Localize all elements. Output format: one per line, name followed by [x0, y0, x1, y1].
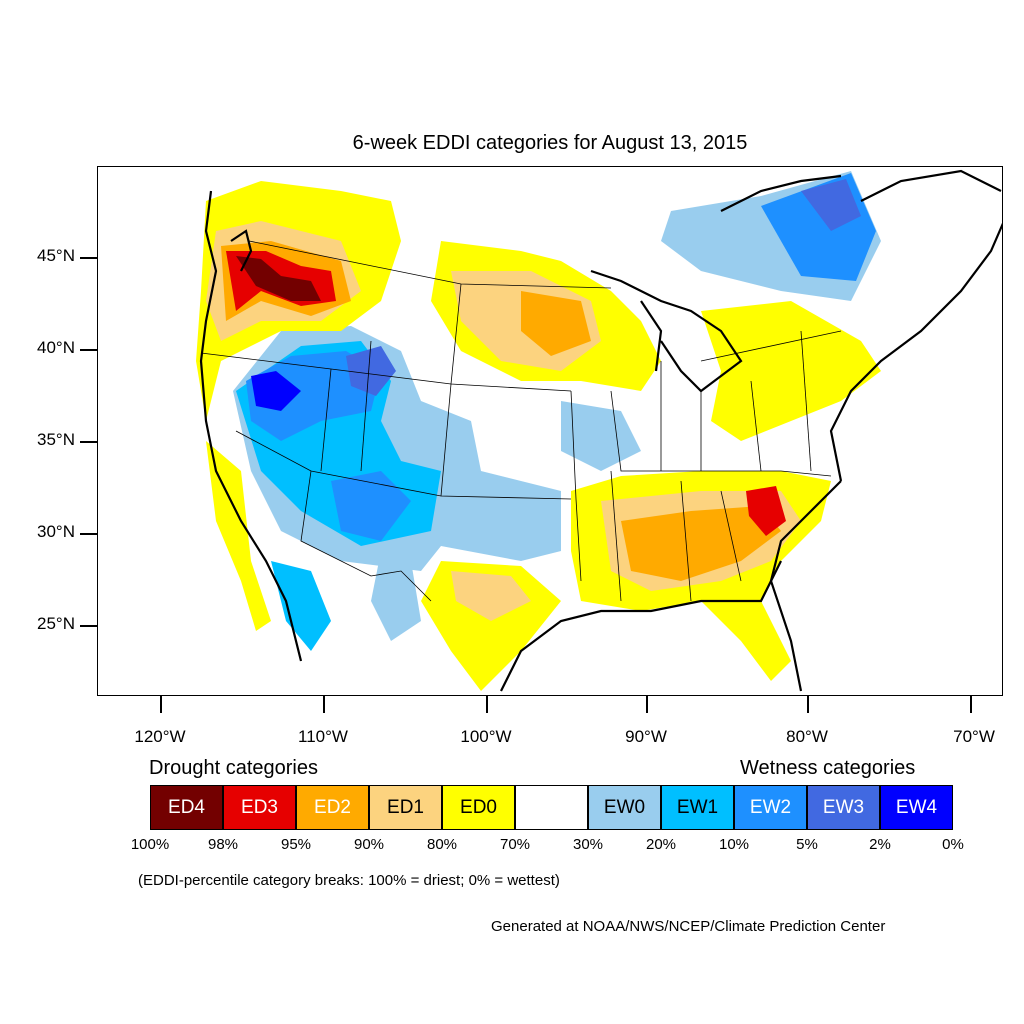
- legend-box-ew2: EW2: [734, 785, 807, 830]
- legend-percent-label: 100%: [130, 836, 170, 853]
- legend-percent-label: 0%: [942, 836, 964, 853]
- legend-percent-label: 98%: [207, 836, 239, 853]
- eddi-map-svg: [196, 169, 1002, 692]
- lat-label-45n: 45°N: [37, 246, 75, 265]
- lon-label-70w: 70°W: [953, 727, 995, 746]
- legend-box-neutral: [515, 785, 588, 830]
- wetness-areas: [233, 171, 881, 651]
- drought-categories-heading: Drought categories: [149, 757, 318, 779]
- legend-percent-label: 2%: [869, 836, 891, 853]
- lon-tick: [970, 696, 972, 713]
- lon-tick: [323, 696, 325, 713]
- lat-tick: [80, 533, 97, 535]
- legend-box-ed1: ED1: [369, 785, 442, 830]
- legend-percent-label: 30%: [572, 836, 604, 853]
- legend-percent-label: 95%: [280, 836, 312, 853]
- lat-tick: [80, 257, 97, 259]
- wetness-categories-heading: Wetness categories: [740, 757, 916, 779]
- lon-tick: [160, 696, 162, 713]
- legend-box-ed4: ED4: [150, 785, 223, 830]
- legend-box-ed2: ED2: [296, 785, 369, 830]
- eddi-map: [97, 166, 1003, 696]
- legend-box-ed0: ED0: [442, 785, 515, 830]
- legend-box-ew3: EW3: [807, 785, 880, 830]
- lon-label-80w: 80°W: [786, 727, 828, 746]
- legend-percent-label: 5%: [796, 836, 818, 853]
- legend-box-ew4: EW4: [880, 785, 953, 830]
- lat-label-35n: 35°N: [37, 430, 75, 449]
- lat-tick: [80, 349, 97, 351]
- lat-label-30n: 30°N: [37, 522, 75, 541]
- drought-areas: [196, 181, 881, 691]
- legend-percent-label: 20%: [645, 836, 677, 853]
- state-borders: [200, 240, 842, 602]
- map-title: 6-week EDDI categories for August 13, 20…: [352, 132, 748, 154]
- lat-tick: [80, 441, 97, 443]
- legend-percent-label: 10%: [718, 836, 750, 853]
- lon-tick: [646, 696, 648, 713]
- lat-tick: [80, 625, 97, 627]
- coastlines: [199, 169, 1002, 692]
- lon-label-90w: 90°W: [625, 727, 667, 746]
- legend-note: (EDDI-percentile category breaks: 100% =…: [138, 872, 560, 889]
- credit-text: Generated at NOAA/NWS/NCEP/Climate Predi…: [491, 918, 886, 935]
- lon-label-110w: 110°W: [298, 727, 348, 746]
- legend-box-ed3: ED3: [223, 785, 296, 830]
- lat-label-40n: 40°N: [37, 338, 75, 357]
- legend-box-ew1: EW1: [661, 785, 734, 830]
- lat-label-25n: 25°N: [37, 614, 75, 633]
- legend-percent-label: 90%: [353, 836, 385, 853]
- lon-label-100w: 100°W: [460, 727, 512, 746]
- lon-tick: [486, 696, 488, 713]
- lon-label-120w: 120°W: [134, 727, 186, 746]
- lon-tick: [807, 696, 809, 713]
- legend-box-ew0: EW0: [588, 785, 661, 830]
- legend-percent-label: 80%: [426, 836, 458, 853]
- legend-percent-label: 70%: [499, 836, 531, 853]
